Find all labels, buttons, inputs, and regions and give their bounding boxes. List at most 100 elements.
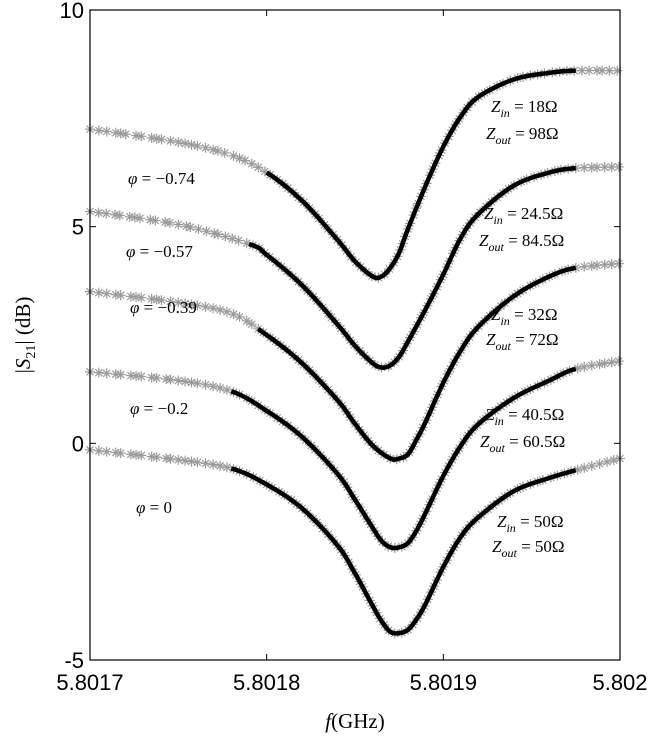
z-in-label: Zin = 18Ω: [491, 97, 558, 120]
marker: [208, 459, 219, 470]
marker: [193, 224, 204, 235]
marker: [215, 304, 226, 315]
marker: [173, 454, 184, 465]
marker: [613, 161, 624, 172]
marker: [165, 453, 176, 464]
marker: [93, 207, 104, 218]
plot-frame: [89, 9, 621, 661]
marker: [192, 457, 203, 468]
marker: [591, 162, 602, 173]
marker: [200, 142, 211, 153]
marker: [602, 456, 613, 467]
marker: [156, 295, 167, 306]
marker: [221, 384, 232, 395]
marker: [180, 376, 191, 387]
marker: [208, 303, 219, 314]
z-in-label: Zin = 24.5Ω: [484, 204, 563, 227]
marker: [192, 140, 203, 151]
x-tick-label: 5.8018: [233, 670, 300, 695]
fit-series-3: [248, 165, 576, 370]
marker: [173, 297, 184, 308]
marker: [115, 448, 126, 459]
marker: [185, 222, 196, 233]
marker: [180, 298, 191, 309]
marker: [136, 131, 147, 142]
marker: [131, 130, 142, 141]
z-out-label: Zout = 72Ω: [486, 330, 559, 353]
marker: [115, 369, 126, 380]
y-tick-label: -5: [64, 648, 84, 673]
fit-series-4: [265, 68, 576, 281]
marker: [579, 261, 590, 272]
marker: [234, 311, 245, 322]
marker: [200, 458, 211, 469]
marker: [180, 455, 191, 466]
marker: [599, 162, 610, 173]
z-in-label: Zin = 50Ω: [497, 512, 564, 535]
marker: [591, 260, 602, 271]
marker: [253, 162, 264, 173]
z-in-label: Zin = 32Ω: [491, 305, 558, 328]
y-axis-label: |S21| (dB): [11, 297, 39, 374]
phi-label: φ = 0: [136, 498, 172, 517]
marker: [584, 65, 595, 76]
axis-ticks: 5.8017 5.8018 5.8019 5.802 -5 0 5 10: [56, 0, 647, 695]
z-out-label: Zout = 98Ω: [486, 124, 559, 147]
marker: [201, 226, 212, 237]
marker: [233, 235, 244, 246]
y-tick-label: 0: [72, 431, 84, 456]
marker: [181, 221, 192, 232]
marker: [120, 129, 131, 140]
marker: [146, 132, 157, 143]
marker: [576, 65, 587, 76]
z-out-label: Zout = 60.5Ω: [480, 432, 565, 455]
marker: [150, 215, 161, 226]
marker: [221, 462, 232, 473]
y-tick-label: 5: [72, 215, 84, 240]
z-out-label: Zout = 84.5Ω: [479, 231, 564, 254]
marker: [129, 212, 140, 223]
marker: [192, 378, 203, 389]
marker: [136, 450, 147, 461]
marker: [200, 301, 211, 312]
marker: [241, 315, 252, 326]
fit-series-0: [230, 466, 577, 636]
marker: [246, 319, 257, 330]
plot-marks: [85, 65, 625, 639]
marker: [164, 217, 175, 228]
marker: [599, 358, 610, 369]
marker: [173, 219, 184, 230]
marker: [93, 125, 104, 136]
marker: [101, 446, 112, 457]
marker: [115, 290, 126, 301]
marker: [165, 296, 176, 307]
marker: [220, 231, 231, 242]
fit-series-2: [256, 265, 577, 462]
marker: [151, 372, 162, 383]
marker: [212, 145, 223, 156]
x-axis-label: f(GHz): [325, 709, 384, 733]
marker: [579, 361, 590, 372]
marker: [156, 134, 167, 145]
marker: [136, 371, 147, 382]
marker: [173, 375, 184, 386]
marker: [124, 211, 135, 222]
marker: [613, 258, 624, 269]
marker: [93, 287, 104, 298]
marker: [579, 462, 590, 473]
marker: [151, 452, 162, 463]
marker: [608, 455, 619, 466]
marker: [101, 368, 112, 379]
marker: [606, 357, 617, 368]
y-tick-label: 10: [60, 0, 84, 23]
marker: [594, 458, 605, 469]
marker: [613, 356, 624, 367]
marker: [192, 300, 203, 311]
marker: [215, 460, 226, 471]
phi-label: φ = −0.39: [130, 298, 197, 317]
marker: [173, 137, 184, 148]
z-in-label: Zin = 40.5Ω: [485, 405, 564, 428]
marker: [93, 445, 104, 456]
